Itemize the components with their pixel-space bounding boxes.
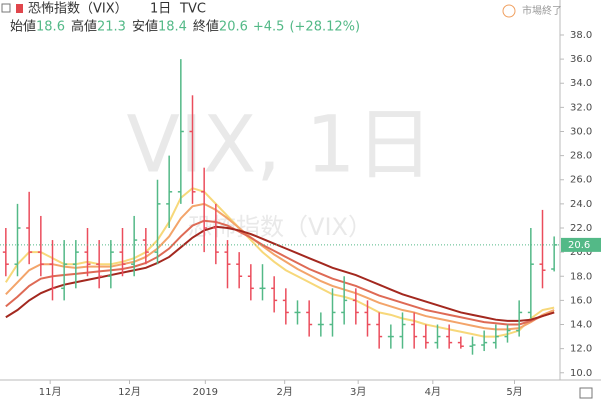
open: 18.6: [36, 20, 65, 35]
symbol[interactable]: 恐怖指数（VIX）: [28, 1, 128, 17]
flag-icon[interactable]: [16, 4, 23, 13]
y-tick-label: 32.0: [570, 102, 592, 113]
last-price-label: 20.6: [568, 240, 590, 251]
expand-icon[interactable]: [1, 3, 11, 13]
x-tick-label: 2019: [193, 387, 218, 398]
y-tick-label: 14.0: [570, 320, 592, 331]
y-tick-label: 38.0: [570, 30, 592, 41]
high: 21.3: [97, 20, 126, 35]
low: 18.4: [158, 20, 187, 35]
moving-average: [5, 202, 555, 331]
y-tick-label: 30.0: [570, 126, 592, 137]
change-pct: (+28.12%): [289, 20, 360, 35]
moving-average: [5, 219, 555, 326]
status-icon: [502, 4, 516, 18]
y-tick-label: 10.0: [570, 368, 592, 379]
last-price-box: [561, 237, 601, 252]
x-tick-label: 2月: [276, 386, 292, 398]
y-tick-label: 28.0: [570, 151, 592, 162]
y-tick-label: 26.0: [570, 175, 592, 186]
plot: [0, 34, 564, 384]
y-tick-label: 12.0: [570, 344, 592, 355]
x-tick-label: 11月: [39, 386, 62, 398]
close: 20.6: [219, 20, 248, 35]
x-tick-label: 3月: [350, 386, 366, 398]
y-tick-label: 24.0: [570, 199, 592, 210]
high-label: 高値: [71, 19, 97, 35]
y-tick-label: 22.0: [570, 223, 592, 234]
x-tick-label: 4月: [425, 386, 441, 398]
open-label: 始値: [10, 19, 36, 35]
moving-average: [5, 225, 555, 322]
change: +4.5: [253, 20, 285, 35]
low-label: 安値: [132, 19, 158, 35]
settings-icon[interactable]: [579, 387, 593, 399]
y-tick-label: 36.0: [570, 54, 592, 65]
x-tick-label: 5月: [506, 386, 522, 398]
market-status: 市場終了: [522, 4, 562, 17]
y-tick-label: 34.0: [570, 78, 592, 89]
x-tick-label: 12月: [118, 386, 141, 398]
source[interactable]: TVC: [179, 2, 206, 17]
y-tick-label: 20.0: [570, 247, 592, 258]
interval[interactable]: 1日: [150, 2, 171, 17]
watermark: VIX, 1日: [126, 100, 433, 190]
close-label: 終値: [193, 19, 219, 35]
readout: 始値 18.6 高値 21.3 安値 18.4 終値 20.6 +4.5 (+28.12%): [10, 19, 360, 35]
y-tick-label: 16.0: [570, 295, 592, 306]
y-tick-label: 18.0: [570, 271, 592, 282]
